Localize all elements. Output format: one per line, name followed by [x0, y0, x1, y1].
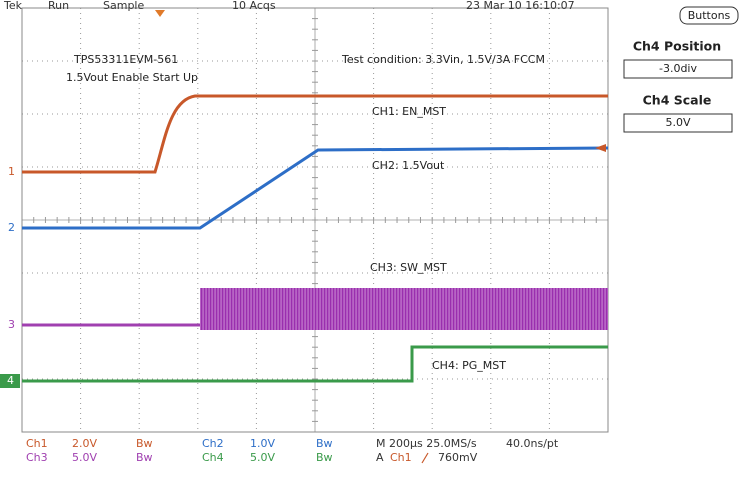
readout-item: A [376, 451, 384, 464]
readout-item: Bw [136, 437, 153, 450]
annotation: 1.5Vout Enable Start Up [66, 71, 198, 84]
readout-item: Ch1 [390, 451, 412, 464]
annotation: CH4: PG_MST [432, 359, 506, 372]
side-label: Ch4 Position [633, 39, 721, 54]
readout-item: Ch1 [26, 437, 48, 450]
readout-item: 40.0ns/pt [506, 437, 559, 450]
buttons-button[interactable] [679, 6, 739, 25]
readout-item: 2.0V [72, 437, 97, 450]
trigger-position [155, 10, 165, 17]
value-box[interactable] [623, 59, 733, 79]
channel-marker-box [0, 374, 20, 388]
readout-item: 1.0V [250, 437, 275, 450]
graticule [21, 7, 609, 433]
side-value[interactable]: -3.0div [659, 62, 698, 75]
channel-marker: 4 [7, 374, 14, 387]
graticule-frame [21, 7, 609, 433]
button-label[interactable]: Buttons [688, 9, 731, 22]
trace-ch1 [22, 94, 608, 174]
channel-marker: 2 [8, 221, 15, 234]
trace-ch2 [22, 146, 609, 230]
datetime: 23 Mar 10 16:10:07 [466, 0, 575, 12]
channel-marker: 1 [8, 165, 15, 178]
readout-item: Bw [316, 451, 333, 464]
channel-marker: 3 [8, 318, 15, 331]
readout-item: Ch3 [26, 451, 48, 464]
run-state: Run [48, 0, 69, 12]
readout-item: Ch4 [202, 451, 224, 464]
slope-icon [421, 452, 429, 464]
readout: Ch1 2.0V Bw Ch2 1.0V Bw M 200µs 25.0MS/s 40.0ns… [26, 437, 559, 464]
annotation: CH2: 1.5Vout [372, 159, 445, 172]
readout-item: Ch2 [202, 437, 224, 450]
readout-item: 760mV [438, 451, 478, 464]
acq-count: 10 Acqs [232, 0, 276, 12]
trigger-level [595, 144, 606, 152]
annotation: Test condition: 3.3Vin, 1.5V/3A FCCM [341, 53, 545, 66]
value-box[interactable] [623, 113, 733, 133]
readout-item: M 200µs 25.0MS/s [376, 437, 477, 450]
annotation: CH1: EN_MST [372, 105, 446, 118]
side-value[interactable]: 5.0V [665, 116, 690, 129]
readout-item: 5.0V [250, 451, 275, 464]
side-label: Ch4 Scale [643, 93, 712, 108]
readout-item: 5.0V [72, 451, 97, 464]
trace-ch3-switching [200, 288, 608, 330]
brand: Tek [3, 0, 23, 12]
readout-item: Bw [316, 437, 333, 450]
readout-item: Bw [136, 451, 153, 464]
annotation: TPS53311EVM-561 [73, 53, 178, 66]
trace-ch4 [22, 345, 608, 383]
acq-mode: Sample [103, 0, 144, 12]
annotation: CH3: SW_MST [370, 261, 447, 274]
